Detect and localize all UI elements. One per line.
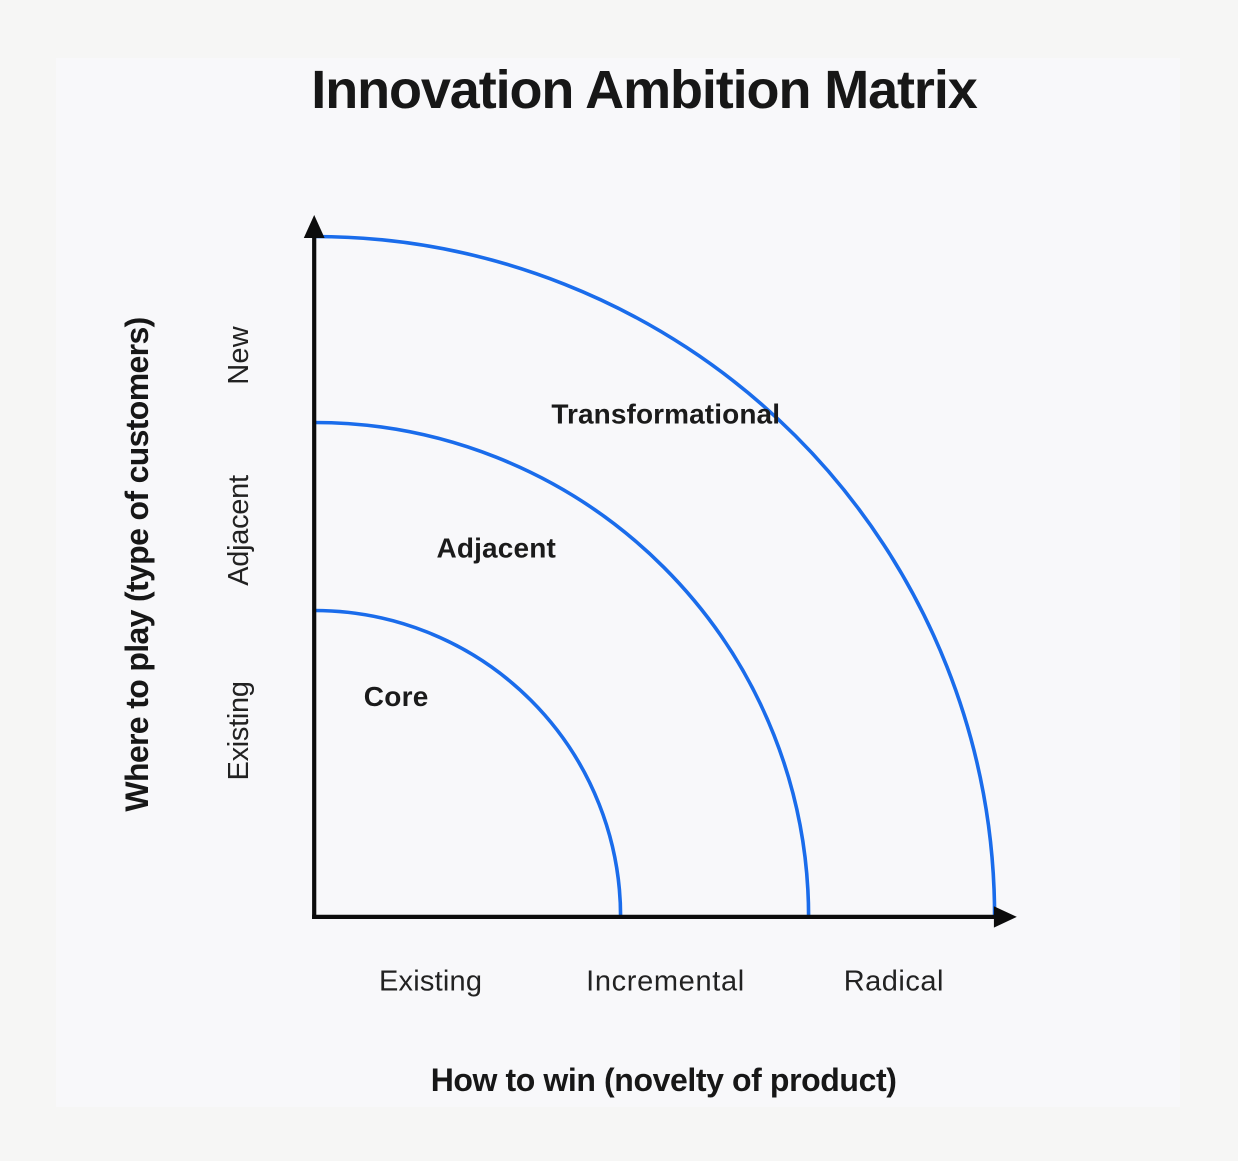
svg-text:Adjacent: Adjacent — [436, 533, 555, 564]
svg-text:Existing: Existing — [379, 966, 482, 998]
svg-text:Transformational: Transformational — [551, 398, 780, 429]
svg-text:Where to play (type of custome: Where to play (type of customers) — [119, 317, 155, 811]
svg-text:Adjacent: Adjacent — [223, 475, 255, 586]
svg-text:Incremental: Incremental — [586, 966, 745, 998]
svg-text:New: New — [223, 325, 255, 384]
svg-text:Core: Core — [364, 681, 429, 712]
svg-text:Existing: Existing — [223, 681, 255, 780]
svg-text:Innovation Ambition Matrix: Innovation Ambition Matrix — [311, 60, 977, 120]
svg-text:How to win (novelty of product: How to win (novelty of product) — [431, 1062, 897, 1098]
svg-text:Radical: Radical — [844, 966, 944, 998]
